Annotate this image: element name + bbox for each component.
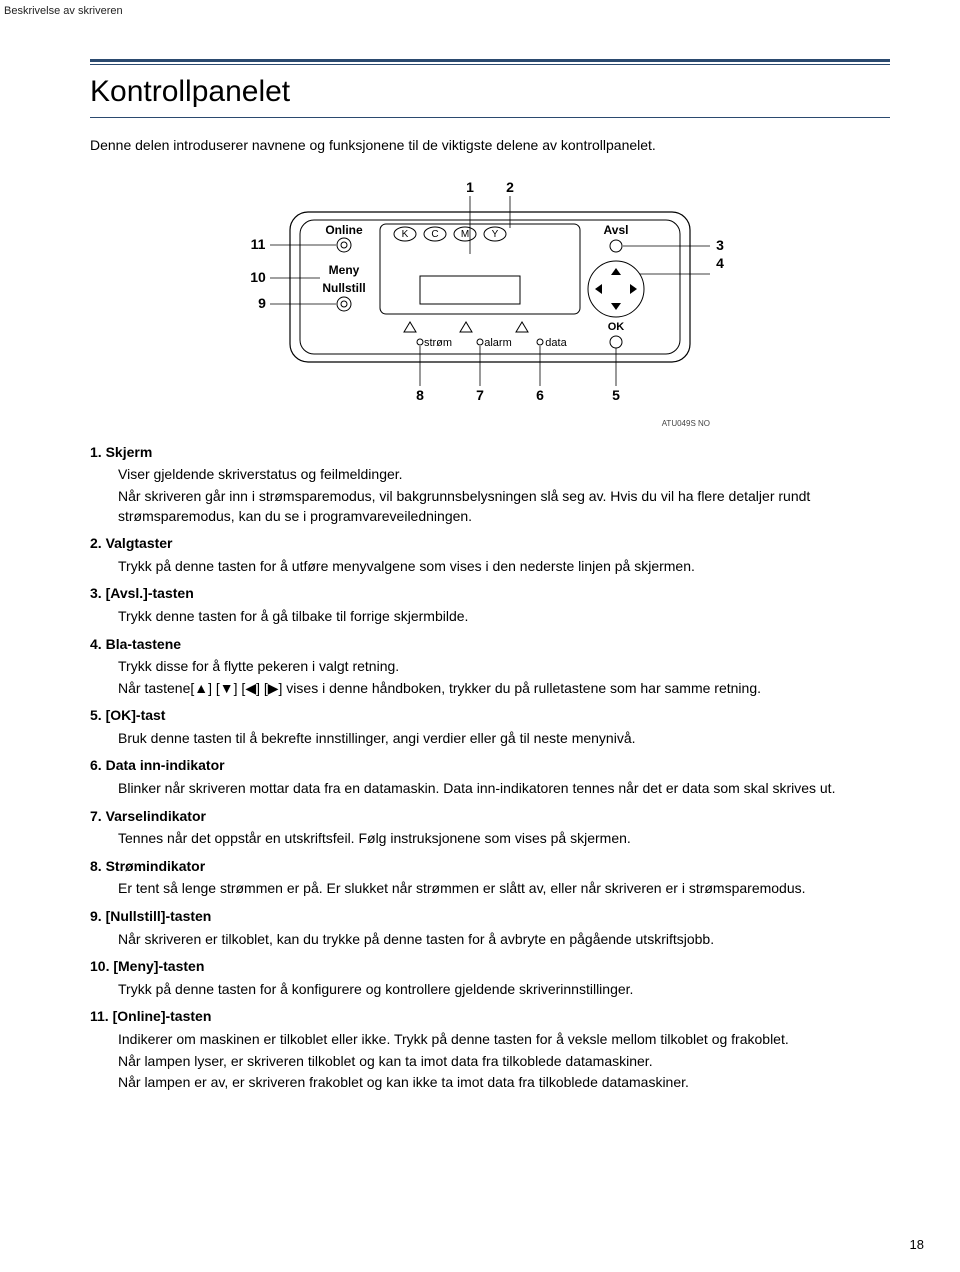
svg-text:data: data bbox=[545, 337, 567, 349]
list-item: 9. [Nullstill]-tastenNår skriveren er ti… bbox=[90, 907, 890, 949]
svg-text:9: 9 bbox=[258, 295, 266, 311]
svg-text:M: M bbox=[461, 229, 469, 240]
svg-text:10: 10 bbox=[250, 269, 266, 285]
svg-text:5: 5 bbox=[612, 387, 620, 403]
svg-text:8: 8 bbox=[416, 387, 424, 403]
list-item: 4. Bla-tasteneTrykk disse for å flytte p… bbox=[90, 635, 890, 699]
svg-text:4: 4 bbox=[716, 255, 724, 271]
list-item: 5. [OK]-tastBruk denne tasten til å bekr… bbox=[90, 706, 890, 748]
list-item: 11. [Online]-tastenIndikerer om maskinen… bbox=[90, 1007, 890, 1092]
svg-text:Meny: Meny bbox=[329, 263, 360, 277]
svg-text:OK: OK bbox=[608, 321, 625, 333]
diagram-code: ATU049S NO bbox=[90, 418, 710, 429]
intro-text: Denne delen introduserer navnene og funk… bbox=[90, 136, 890, 156]
content: Kontrollpanelet Denne delen introduserer… bbox=[0, 19, 960, 1120]
list-item: 1. SkjermViser gjeldende skriverstatus o… bbox=[90, 443, 890, 526]
list-item: 8. StrømindikatorEr tent så lenge strømm… bbox=[90, 857, 890, 899]
list-item: 3. [Avsl.]-tastenTrykk denne tasten for … bbox=[90, 584, 890, 626]
list-item: 6. Data inn-indikatorBlinker når skriver… bbox=[90, 756, 890, 798]
page-header: Beskrivelse av skriveren bbox=[0, 0, 960, 19]
svg-text:K: K bbox=[402, 229, 409, 240]
svg-text:Online: Online bbox=[325, 223, 363, 237]
svg-text:3: 3 bbox=[716, 237, 724, 253]
svg-text:7: 7 bbox=[476, 387, 484, 403]
svg-text:Nullstill: Nullstill bbox=[322, 281, 365, 295]
list-item: 2. ValgtasterTrykk på denne tasten for å… bbox=[90, 534, 890, 576]
svg-text:strøm: strøm bbox=[424, 337, 452, 349]
page-number: 18 bbox=[910, 1236, 924, 1254]
svg-text:alarm: alarm bbox=[484, 337, 512, 349]
svg-text:Avsl: Avsl bbox=[604, 223, 629, 237]
list-item: 10. [Meny]-tastenTrykk på denne tasten f… bbox=[90, 957, 890, 999]
definition-list: 1. SkjermViser gjeldende skriverstatus o… bbox=[90, 443, 890, 1093]
title-rule-top bbox=[90, 59, 890, 65]
svg-text:2: 2 bbox=[506, 179, 514, 195]
section-title: Kontrollpanelet bbox=[90, 71, 890, 113]
title-rule-bottom bbox=[90, 117, 890, 118]
svg-text:1: 1 bbox=[466, 179, 474, 195]
svg-text:6: 6 bbox=[536, 387, 544, 403]
control-panel-diagram: Online Meny Nullstill K C M Y bbox=[90, 174, 890, 410]
list-item: 7. VarselindikatorTennes når det oppstår… bbox=[90, 807, 890, 849]
svg-text:11: 11 bbox=[251, 236, 266, 252]
svg-text:C: C bbox=[431, 229, 438, 240]
svg-text:Y: Y bbox=[492, 229, 499, 240]
